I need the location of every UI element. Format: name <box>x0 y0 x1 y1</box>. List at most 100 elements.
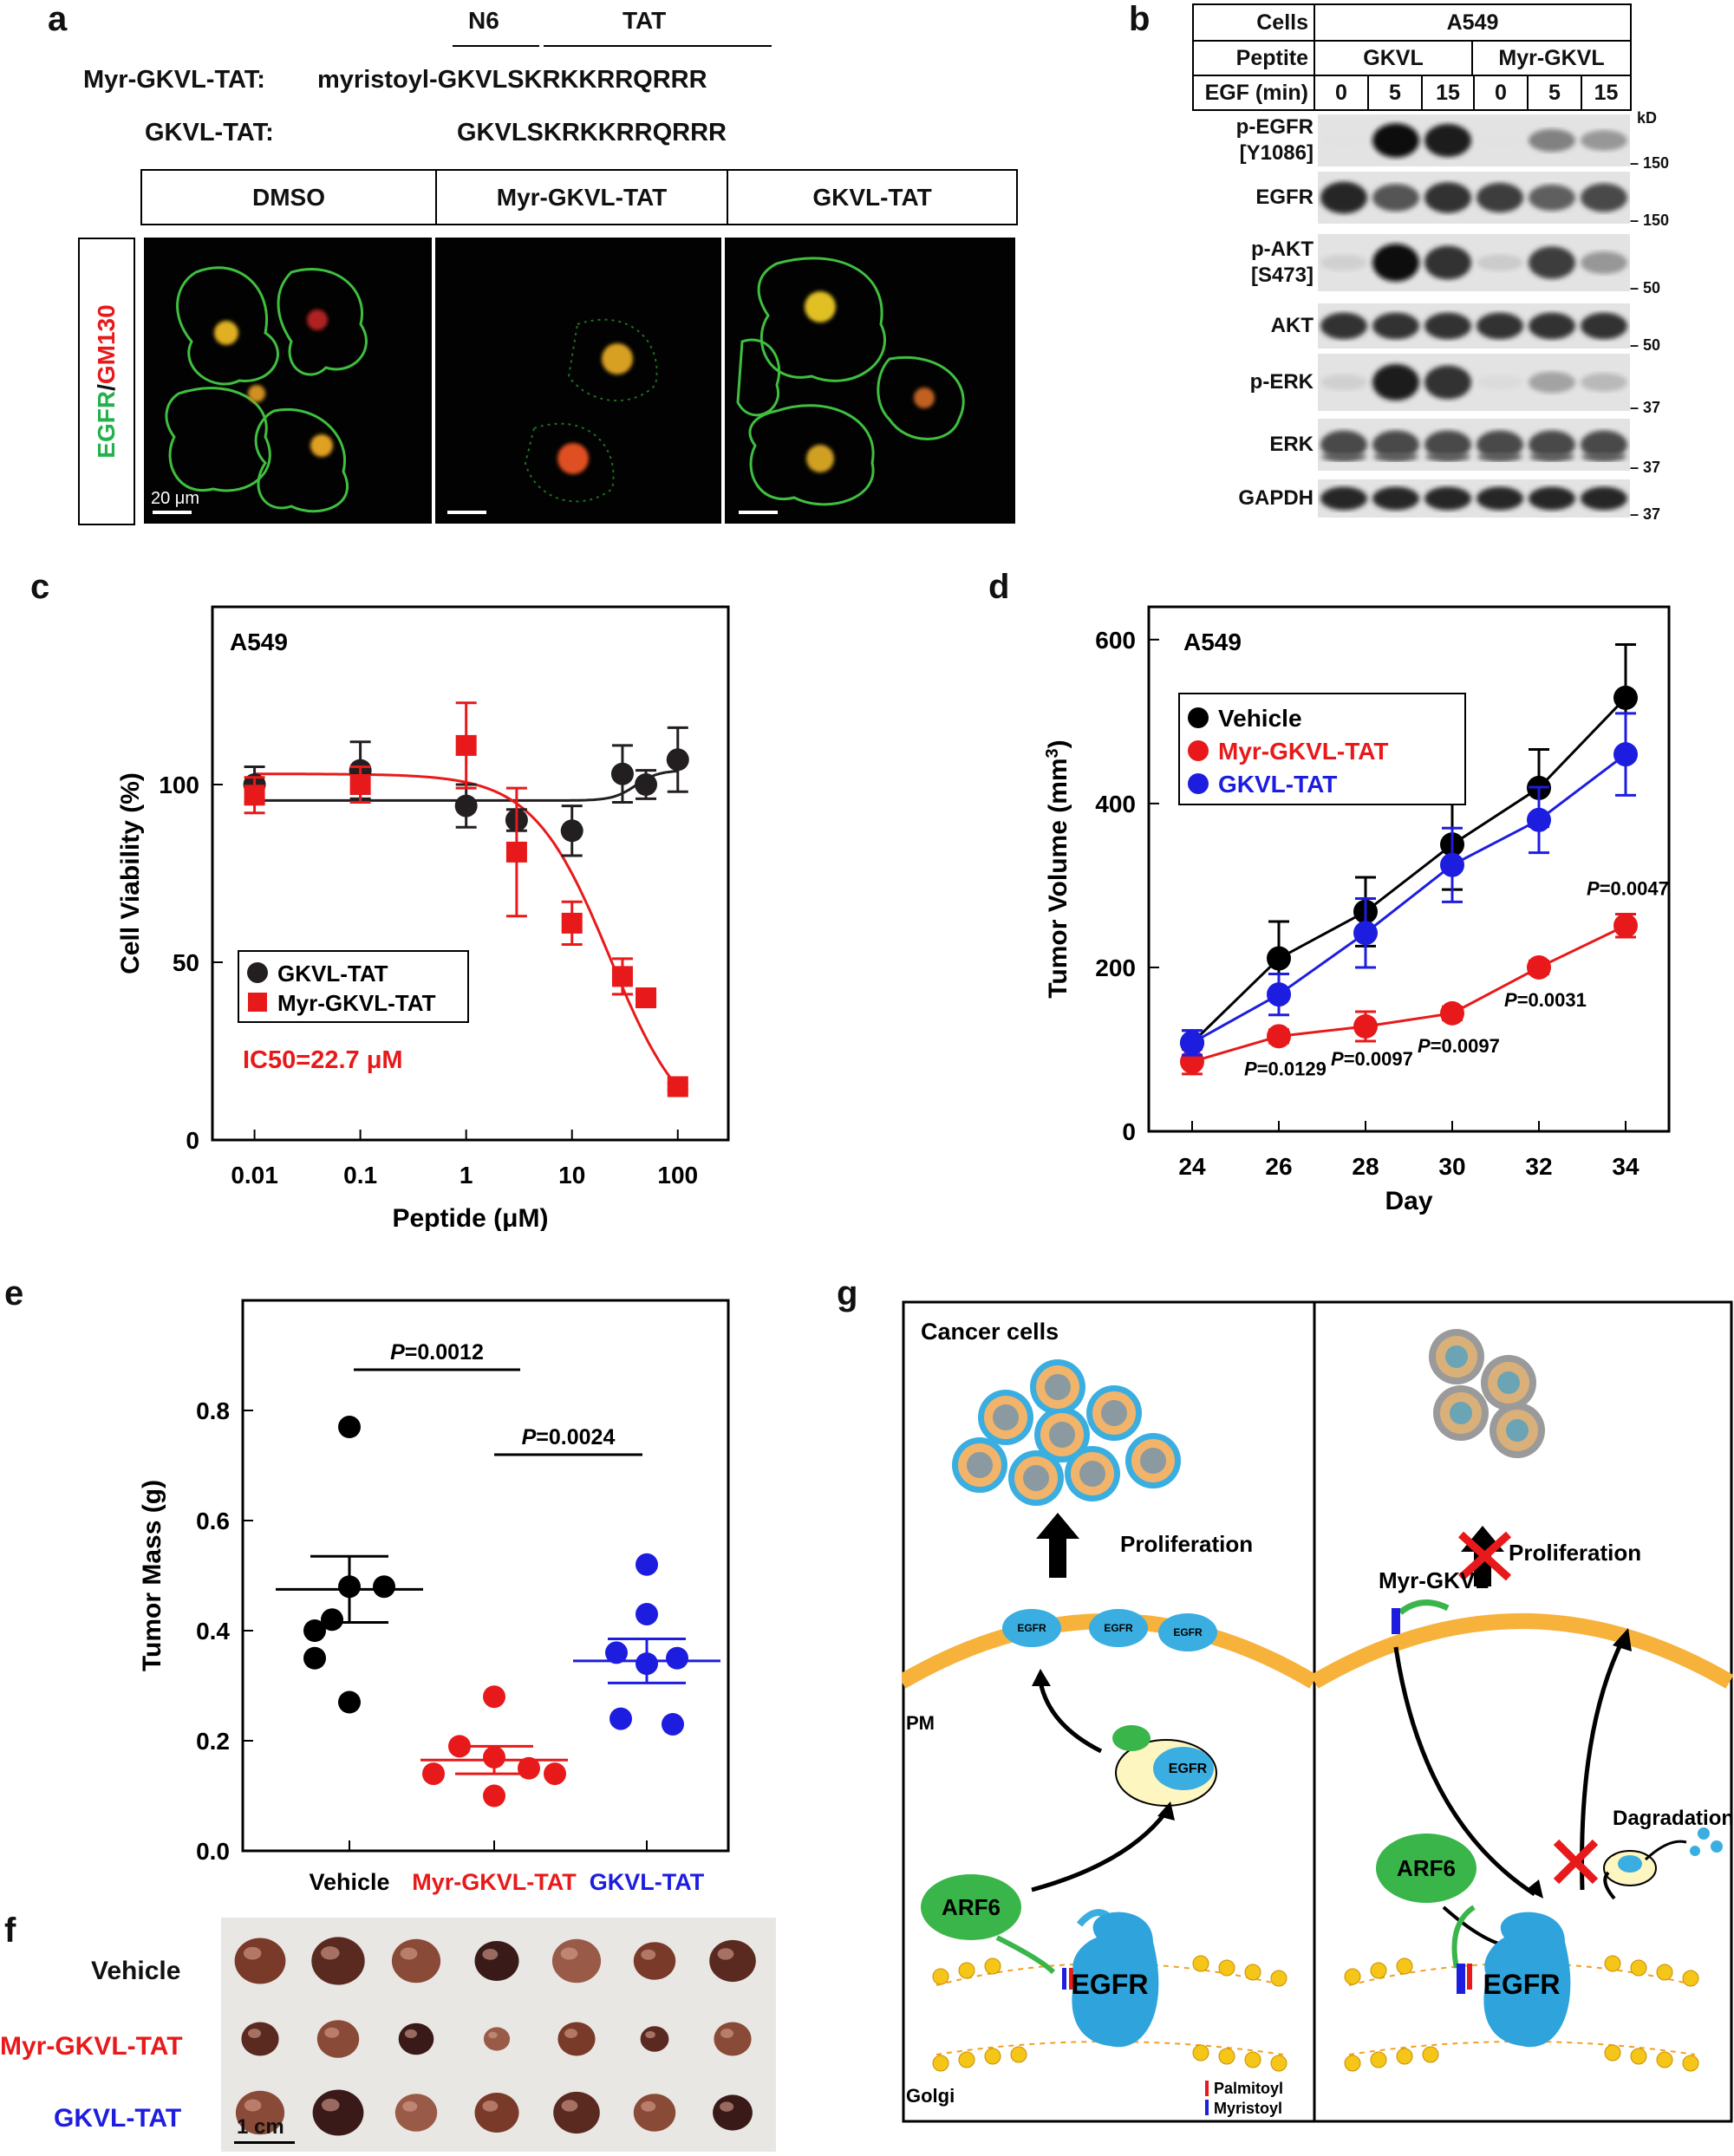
proliferation-label-right: Proliferation <box>1509 1540 1641 1566</box>
tumor-highlight <box>641 1949 656 1960</box>
golgi-egfr-right <box>1483 1912 1571 2048</box>
y-tick-label: 0.2 <box>196 1728 230 1755</box>
tumor-specimen <box>557 2022 596 2056</box>
data-point <box>321 1608 343 1632</box>
pm-label: PM <box>906 1712 935 1734</box>
blot-marker: – 150 <box>1630 212 1670 229</box>
blot-band <box>1372 364 1419 401</box>
palmitoyl-mark-left <box>1069 1968 1073 1990</box>
x-tick-label: 26 <box>1265 1153 1292 1180</box>
data-point <box>1180 1030 1204 1055</box>
blot-background <box>1318 479 1630 518</box>
y-tick-label: 0.0 <box>196 1838 230 1865</box>
n6-bracket-line <box>453 45 539 47</box>
data-point <box>635 773 658 796</box>
blot-band <box>1581 430 1627 459</box>
blot-label: p-AKT [S473] <box>1250 238 1314 287</box>
legend-marker <box>1188 740 1209 761</box>
data-point <box>505 841 527 863</box>
tumor-highlight <box>720 2101 734 2112</box>
plot-frame <box>211 605 730 1142</box>
column-gkvl-tat: GKVL-TAT <box>812 183 932 211</box>
y-tick-label: 100 <box>159 772 199 798</box>
degradation-egfr <box>1618 1855 1642 1873</box>
y-tick-label: 0.4 <box>196 1618 230 1645</box>
data-point <box>636 1602 658 1625</box>
data-point <box>636 1553 658 1576</box>
tumor-specimen <box>234 1938 286 1984</box>
myr-gkvl-bound <box>1451 1905 1476 1969</box>
tumor-highlight <box>488 2031 498 2039</box>
plot-frame <box>241 1299 730 1853</box>
x-category-label: Vehicle <box>309 1869 389 1895</box>
tumor-specimen <box>483 2027 511 2051</box>
tumor-specimen <box>714 2022 752 2056</box>
tumor-specimen <box>474 2093 519 2133</box>
egf-time-5: 5 <box>1529 76 1582 109</box>
tumor-specimen <box>241 2022 279 2056</box>
tat-header: TAT <box>623 7 667 34</box>
tumor-highlight <box>482 1948 499 1960</box>
data-point <box>454 794 478 817</box>
arrow-to-vesicle <box>1031 1810 1168 1892</box>
tumor-photo <box>221 1918 776 2152</box>
cm-scale-bar <box>234 2141 295 2144</box>
blot-band <box>1424 123 1471 158</box>
data-point <box>349 774 371 795</box>
panel-letter-a: a <box>48 0 68 38</box>
legend-box <box>1178 693 1466 805</box>
series-line <box>1191 924 1626 1064</box>
arrow-to-pm <box>1038 1681 1103 1754</box>
scale-bar-2 <box>447 511 486 514</box>
legend-label: Myr-GKVL-TAT <box>1218 738 1389 765</box>
blot-strip <box>1318 354 1630 411</box>
cell-cluster-right <box>1429 1329 1545 1458</box>
data-point <box>1267 946 1291 971</box>
svg-text:EGFR: EGFR <box>1017 1622 1046 1634</box>
data-point <box>611 966 633 987</box>
tumor-specimen <box>394 2094 438 2132</box>
tumor-highlight <box>400 1947 418 1960</box>
blot-band <box>1372 244 1419 282</box>
myr-cells <box>524 318 658 503</box>
blot-band <box>1529 246 1575 279</box>
x-tick-label: 34 <box>1612 1153 1639 1180</box>
tumor-highlight <box>717 1948 734 1960</box>
tumor-highlight <box>641 2101 656 2112</box>
y-tick-label: 50 <box>173 949 199 976</box>
chart-e: 0.0 0.2 0.4 0.6 0.8 Vehicle Myr-GKVL-TAT GKVL-T… <box>138 1299 730 1895</box>
x-tick-label: 10 <box>558 1162 585 1189</box>
x-tick-label: 28 <box>1352 1153 1379 1180</box>
arf6-left-label: ARF6 <box>942 1894 1001 1920</box>
panel-letter-e: e <box>4 1274 24 1312</box>
blot-band <box>1477 254 1523 271</box>
blot-band <box>1477 486 1523 511</box>
egf-time-3: 15 <box>1423 76 1475 109</box>
blot-band <box>1581 373 1627 392</box>
data-point <box>666 1646 688 1670</box>
blot-band <box>1424 245 1471 280</box>
panel-letter-d: d <box>988 568 1010 606</box>
peptide-myr-gkvl: Myr-GKVL <box>1498 45 1605 70</box>
y-tick-label: 200 <box>1095 954 1136 981</box>
arf6-right <box>1376 1834 1477 1903</box>
column-header-box: DMSO Myr-GKVL-TAT GKVL-TAT <box>140 169 1018 225</box>
legend-palmitoyl: Palmitoyl <box>1214 2080 1283 2097</box>
blot-header-table: Cells A549 Peptite GKVL Myr-GKVL EGF (mi… <box>1192 3 1632 111</box>
legend-marker <box>248 993 267 1012</box>
panel-letter-g: g <box>837 1274 858 1312</box>
series-line <box>1190 696 1627 1044</box>
blot-label: p-ERK <box>1249 370 1314 394</box>
blot-strip <box>1318 419 1630 471</box>
tumor-photo-canvas <box>234 1937 756 2136</box>
data-point <box>666 748 689 772</box>
cell-cluster-left <box>952 1359 1181 1506</box>
image-dmso <box>144 238 432 524</box>
blot-band <box>1424 486 1471 511</box>
data-point <box>1613 685 1638 710</box>
data-point <box>1527 807 1551 832</box>
blot-band <box>1529 184 1575 212</box>
data-point <box>338 1690 361 1714</box>
golgi-membrane-right <box>1344 1955 1699 2072</box>
x-category-label: Myr-GKVL-TAT <box>412 1869 577 1895</box>
